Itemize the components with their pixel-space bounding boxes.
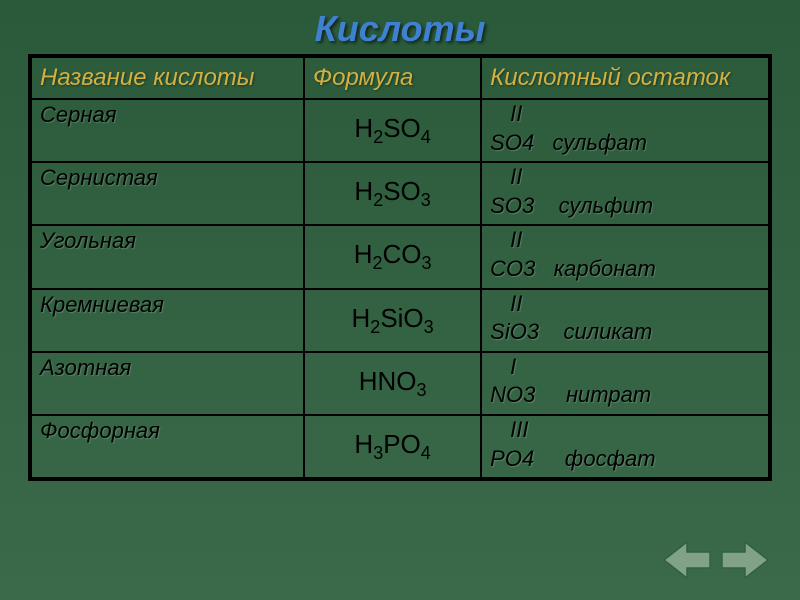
acid-name-cell: Серная [31,99,304,162]
acid-name-cell: Азотная [31,352,304,415]
acid-name-cell: Сернистая [31,162,304,225]
formula-cell: H2CO3 [304,225,481,288]
valence-label: II [490,100,760,129]
residue-cell: IISO4 сульфат [481,99,769,162]
residue-label: SO3 сульфит [490,192,760,221]
arrow-left-icon [662,540,712,580]
residue-label: SO4 сульфат [490,129,760,158]
header-formula: Формула [304,57,481,99]
table-row: ФосфорнаяH3PO4IIIPO4 фосфат [31,415,769,478]
header-name: Название кислоты [31,57,304,99]
arrow-right-icon [720,540,770,580]
residue-cell: IISO3 сульфит [481,162,769,225]
residue-label: PO4 фосфат [490,445,760,474]
residue-label: NO3 нитрат [490,381,760,410]
table-row: АзотнаяHNO3INO3 нитрат [31,352,769,415]
page-title: Кислоты [0,0,800,54]
acids-table: Название кислоты Формула Кислотный остат… [30,56,770,479]
residue-label: SiO3 силикат [490,318,760,347]
table-header-row: Название кислоты Формула Кислотный остат… [31,57,769,99]
residue-label: CO3 карбонат [490,255,760,284]
valence-label: II [490,290,760,319]
acid-name-cell: Кремниевая [31,289,304,352]
valence-label: II [490,163,760,192]
table-row: СернаяH2SO4IISO4 сульфат [31,99,769,162]
formula-cell: H2SO3 [304,162,481,225]
header-residue: Кислотный остаток [481,57,769,99]
prev-arrow-button[interactable] [662,540,712,580]
formula-cell: H3PO4 [304,415,481,478]
acid-name-cell: Фосфорная [31,415,304,478]
acids-table-container: Название кислоты Формула Кислотный остат… [28,54,772,481]
residue-cell: IISiO3 силикат [481,289,769,352]
formula-cell: HNO3 [304,352,481,415]
residue-cell: INO3 нитрат [481,352,769,415]
valence-label: III [490,416,760,445]
formula-cell: H2SiO3 [304,289,481,352]
residue-cell: IIIPO4 фосфат [481,415,769,478]
table-row: СернистаяH2SO3IISO3 сульфит [31,162,769,225]
acid-name-cell: Угольная [31,225,304,288]
formula-cell: H2SO4 [304,99,481,162]
next-arrow-button[interactable] [720,540,770,580]
valence-label: I [490,353,760,382]
table-row: УгольнаяH2CO3IICO3 карбонат [31,225,769,288]
valence-label: II [490,226,760,255]
navigation-arrows [662,540,770,580]
residue-cell: IICO3 карбонат [481,225,769,288]
table-row: КремниеваяH2SiO3IISiO3 силикат [31,289,769,352]
